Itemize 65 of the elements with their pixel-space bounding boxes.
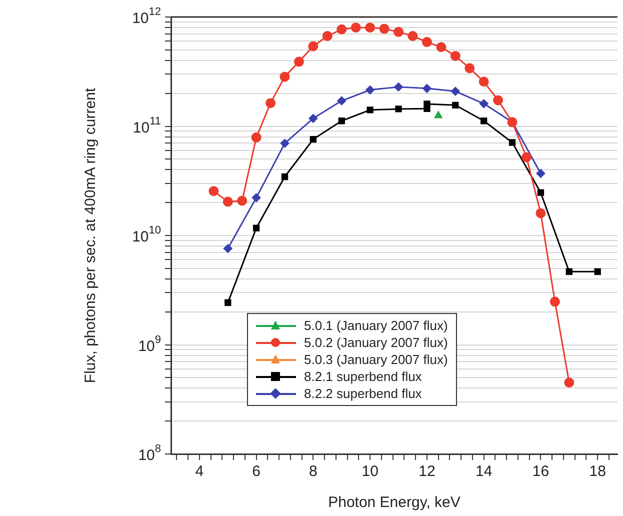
point (536, 168, 546, 178)
point (266, 98, 276, 108)
point (436, 42, 446, 52)
point (478, 76, 489, 87)
legend-label: 8.2.1 superbend flux (304, 369, 422, 384)
point (536, 208, 546, 218)
point (395, 106, 402, 112)
point (366, 85, 375, 94)
point (252, 193, 261, 202)
point (408, 31, 418, 41)
point (280, 72, 290, 82)
point (222, 196, 233, 207)
point (450, 50, 460, 61)
point (252, 224, 260, 232)
point (224, 299, 232, 306)
x-tick-label: 4 (195, 463, 204, 480)
point (480, 118, 488, 124)
point (223, 244, 232, 254)
point (337, 96, 346, 106)
x-tick-label: 18 (589, 463, 606, 480)
point (464, 63, 475, 74)
point (422, 84, 432, 93)
point (208, 186, 219, 196)
x-tick-label: 14 (475, 463, 492, 480)
point (550, 296, 560, 307)
point (394, 26, 404, 37)
point (310, 136, 317, 143)
point (379, 24, 390, 34)
point (521, 152, 532, 162)
point (237, 196, 248, 206)
point (365, 22, 376, 33)
x-tick-label: 6 (252, 463, 260, 480)
point (493, 95, 504, 106)
legend-label: 5.0.3 (January 2007 flux) (304, 352, 448, 367)
x-tick-label: 8 (309, 463, 318, 480)
point (450, 86, 460, 96)
point (366, 106, 374, 114)
point (336, 24, 347, 34)
legend-label: 8.2.2 superbend flux (304, 386, 422, 401)
point (537, 189, 544, 196)
point (308, 41, 318, 52)
point (338, 118, 345, 124)
point (422, 37, 432, 48)
point (479, 99, 488, 108)
point (308, 114, 318, 123)
point (394, 82, 404, 92)
x-tick-label: 16 (532, 463, 550, 480)
point (322, 31, 332, 41)
point (452, 102, 459, 108)
point (281, 173, 288, 180)
x-tick-label: 12 (418, 463, 436, 480)
legend-label: 5.0.1 (January 2007 flux) (304, 318, 448, 333)
point (424, 100, 430, 108)
point (566, 268, 572, 275)
x-tick-label: 10 (362, 463, 378, 480)
y-axis-title: Flux, photons per sec. at 400mA ring current (82, 87, 100, 384)
point (280, 138, 290, 148)
point (564, 378, 574, 388)
point (294, 56, 304, 67)
point (350, 22, 361, 33)
point (594, 268, 601, 275)
point (508, 139, 516, 146)
x-axis-title: Photon Energy, keV (328, 494, 460, 512)
point (251, 132, 262, 142)
legend-label: 5.0.2 (January 2007 flux) (304, 335, 448, 350)
